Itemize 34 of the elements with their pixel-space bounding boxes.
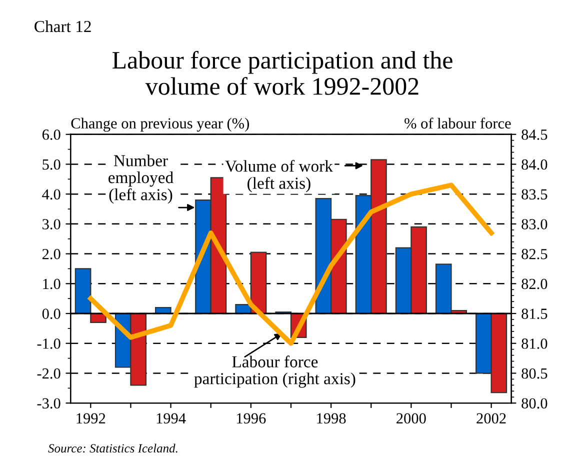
source-note: Source: Statistics Iceland. [48, 444, 178, 453]
y-tick-label: 1.0 [43, 278, 60, 290]
y2-tick-label: 80.0 [522, 398, 548, 409]
caption: Chart 12 [34, 20, 91, 32]
y2-tick-label: 82.5 [522, 248, 548, 260]
y2-tick-label: 81.5 [522, 308, 548, 320]
y2-axis-title: % of labour force [404, 118, 511, 129]
y2-tick-label: 80.5 [522, 368, 548, 379]
series-label: Number employed (left axis) [108, 154, 174, 204]
x-tick-label: 1992 [76, 413, 106, 424]
series-label: Labour force participation (right axis) [194, 356, 356, 388]
y-tick-label: -1.0 [37, 338, 60, 349]
y-tick-label: 0.0 [42, 308, 60, 320]
y-tick-label: 6.0 [42, 130, 60, 140]
y2-tick-label: 81.0 [522, 338, 548, 349]
y2-tick-label: 83.0 [522, 219, 548, 230]
y-tick-label: 4.0 [42, 189, 60, 200]
x-tick-label: 2000 [396, 413, 426, 424]
x-tick-label: 1996 [236, 413, 266, 424]
x-tick-label: 1994 [156, 413, 186, 424]
y-tick-label: 5.0 [42, 159, 60, 170]
y-axis-title: Change on previous year (%) [71, 118, 249, 132]
x-tick-label: 1998 [317, 413, 346, 424]
y-tick-label: -2.0 [37, 368, 60, 379]
y2-tick-label: 82.0 [522, 278, 548, 290]
y2-tick-label: 84.5 [522, 130, 548, 140]
y-tick-label: 2.0 [42, 248, 60, 260]
series-label: Volume of work (left axis) [225, 160, 333, 192]
y2-tick-label: 83.5 [522, 189, 548, 200]
chart-title: Labour force participation and the volume of work 1992-2002 [112, 50, 452, 95]
y-tick-label: -3.0 [37, 398, 60, 409]
x-tick-label: 2002 [476, 413, 506, 424]
y2-tick-label: 84.0 [522, 159, 548, 170]
y-tick-label: 3.0 [42, 219, 60, 230]
